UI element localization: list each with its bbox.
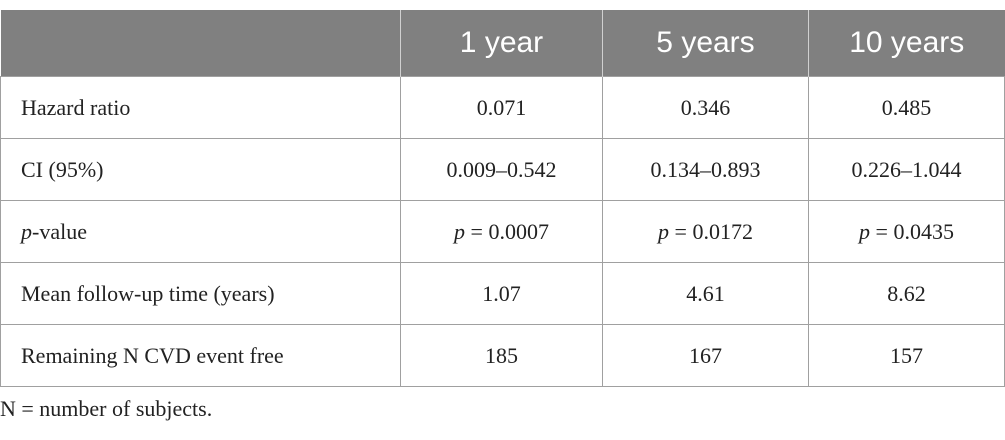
header-cell: 10 years bbox=[808, 10, 1005, 77]
table-cell: 0.226–1.044 bbox=[808, 138, 1005, 201]
results-table: 1 year 5 years 10 years Hazard ratio 0.071 0… bbox=[0, 10, 1005, 387]
italic-text: p bbox=[21, 218, 32, 244]
table-cell: 1.07 bbox=[400, 262, 603, 325]
row-label: Remaining N CVD event free bbox=[0, 324, 401, 387]
table-cell: 167 bbox=[602, 324, 809, 387]
header-cell: 5 years bbox=[602, 10, 809, 77]
row-label: Hazard ratio bbox=[0, 76, 401, 139]
cell-text: = 0.0435 bbox=[870, 218, 954, 244]
table-cell: 157 bbox=[808, 324, 1005, 387]
table-cell: p = 0.0007 bbox=[400, 200, 603, 263]
italic-text: p bbox=[454, 218, 466, 244]
footnote: N = number of subjects. bbox=[0, 396, 213, 421]
italic-text: p bbox=[658, 218, 670, 244]
italic-text: p bbox=[859, 218, 871, 244]
table-cell: p = 0.0172 bbox=[602, 200, 809, 263]
table-cell: p = 0.0435 bbox=[808, 200, 1005, 263]
header-row: 1 year 5 years 10 years bbox=[0, 10, 1005, 77]
header-cell: 1 year bbox=[400, 10, 603, 77]
cell-text: = 0.0007 bbox=[465, 218, 549, 244]
table-cell: 0.134–0.893 bbox=[602, 138, 809, 201]
row-label: Mean follow-up time (years) bbox=[0, 262, 401, 325]
table-cell: 0.485 bbox=[808, 76, 1005, 139]
cell-text: -value bbox=[32, 218, 87, 244]
row-label: CI (95%) bbox=[0, 138, 401, 201]
table-body: Hazard ratio 0.071 0.346 0.485 CI (95%) 0.009… bbox=[0, 76, 1005, 387]
table-cell: 8.62 bbox=[808, 262, 1005, 325]
table-row: p-value p = 0.0007 p = 0.0172 p = 0.0435 bbox=[0, 200, 1005, 263]
table-row: CI (95%) 0.009–0.542 0.134–0.893 0.226–1.04… bbox=[0, 138, 1005, 201]
table-cell: 185 bbox=[400, 324, 603, 387]
table-cell: 0.346 bbox=[602, 76, 809, 139]
table-cell: 0.071 bbox=[400, 76, 603, 139]
table-row: Mean follow-up time (years) 1.07 4.61 8.62 bbox=[0, 262, 1005, 325]
header-cell bbox=[0, 10, 401, 77]
cell-text: = 0.0172 bbox=[669, 218, 753, 244]
table-cell: 0.009–0.542 bbox=[400, 138, 603, 201]
table-cell: 4.61 bbox=[602, 262, 809, 325]
row-label: p-value bbox=[0, 200, 401, 263]
table-row: Hazard ratio 0.071 0.346 0.485 bbox=[0, 76, 1005, 139]
table-row: Remaining N CVD event free 185 167 157 bbox=[0, 324, 1005, 387]
